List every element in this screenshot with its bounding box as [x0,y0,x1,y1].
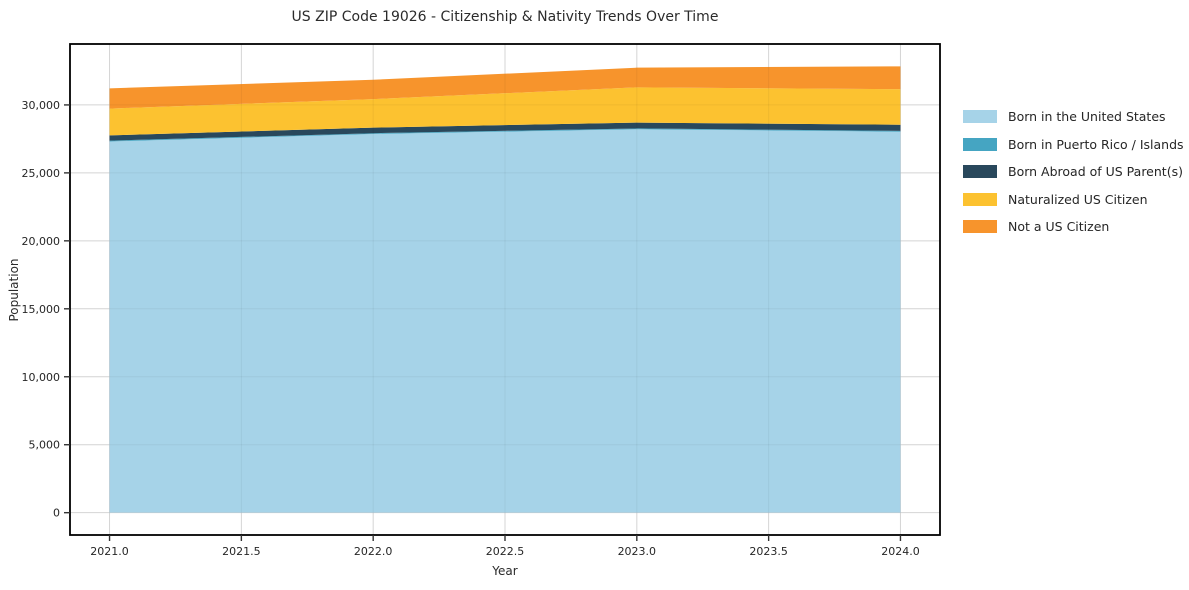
y-tick-label: 20,000 [22,235,61,248]
legend-label: Not a US Citizen [1008,219,1110,235]
tick-labels: 0 5,000 10,000 15,000 20,000 25,000 30,000 2021… [22,99,920,558]
y-tick-label: 15,000 [22,303,61,316]
x-tick-label: 2022.5 [486,545,525,558]
x-tick-label: 2022.0 [354,545,393,558]
y-tick-label: 25,000 [22,167,61,180]
x-tick-label: 2021.5 [222,545,261,558]
legend-swatch [963,137,997,151]
stacked-areas [109,66,901,513]
gridline-overlay [70,44,940,535]
x-axis-label: Year [492,564,518,578]
legend-item-born-in-the-united-states: Born in the United States [963,103,1184,131]
area-born-in-puerto-rico-islands [109,128,901,142]
x-tick-label: 2021.0 [90,545,129,558]
legend-label: Born Abroad of US Parent(s) [1008,164,1183,180]
x-tick-label: 2024.0 [881,545,920,558]
legend-item-not-a-us-citizen: Not a US Citizen [963,213,1184,241]
tick-marks [64,104,902,541]
y-axis-label: Population [7,258,21,322]
chart-title: US ZIP Code 19026 - Citizenship & Nativi… [291,9,719,25]
area-not-a-us-citizen [109,66,901,109]
area-born-in-the-united-states [109,129,901,513]
legend-label: Born in the United States [1008,109,1166,125]
area-naturalized-us-citizen [109,87,901,136]
legend-label: Naturalized US Citizen [1008,191,1148,207]
y-tick-label: 10,000 [22,371,61,384]
y-tick-label: 0 [53,507,60,520]
legend-swatch [963,110,997,124]
legend-label: Born in Puerto Rico / Islands [1008,136,1184,152]
legend-item-born-in-puerto-rico-islands: Born in Puerto Rico / Islands [963,131,1184,159]
area-born-abroad-of-us-parent-s [109,122,901,141]
x-tick-label: 2023.0 [618,545,657,558]
y-tick-label: 5,000 [29,439,61,452]
y-tick-label: 30,000 [22,99,61,112]
legend-item-naturalized-us-citizen: Naturalized US Citizen [963,186,1184,214]
x-tick-label: 2023.5 [749,545,788,558]
legend-swatch [963,165,997,179]
legend: Born in the United States Born in Puerto … [963,103,1184,241]
legend-item-born-abroad-of-us-parent-s: Born Abroad of US Parent(s) [963,158,1184,186]
legend-swatch [963,220,997,234]
legend-swatch [963,192,997,206]
